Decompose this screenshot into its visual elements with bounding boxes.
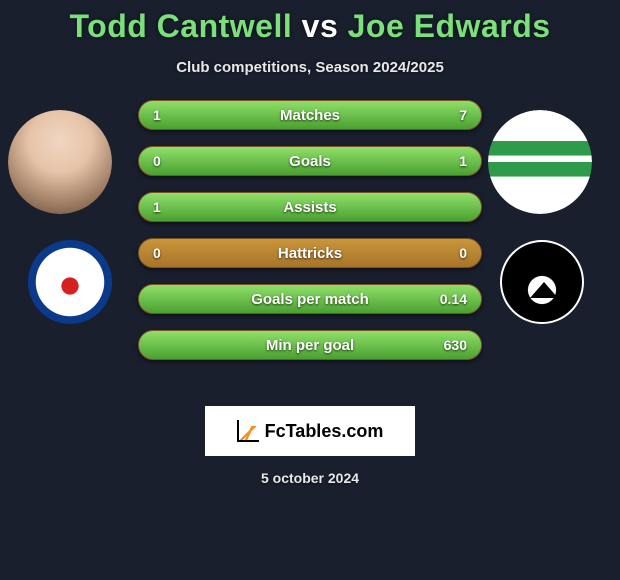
player2-club-badge <box>500 240 584 324</box>
stat-label: Matches <box>280 107 340 124</box>
stat-value-left: 0 <box>153 153 161 169</box>
page-title: Todd Cantwell vs Joe Edwards <box>0 8 620 45</box>
stat-row: 0 Goals 1 <box>138 146 482 176</box>
branding-text: FcTables.com <box>265 421 384 442</box>
date-text: 5 october 2024 <box>0 470 620 486</box>
stat-label: Goals <box>289 153 331 170</box>
stat-label: Min per goal <box>266 337 354 354</box>
player1-avatar <box>8 110 112 214</box>
player1-club-badge <box>28 240 112 324</box>
branding-box: FcTables.com <box>205 406 415 456</box>
blackburn-rovers-badge-icon <box>28 240 112 324</box>
stat-value-left: 1 <box>153 199 161 215</box>
stat-row: 0 Hattricks 0 <box>138 238 482 268</box>
plymouth-badge-icon <box>500 240 584 324</box>
title-vs: vs <box>302 8 339 44</box>
stat-row: Min per goal 630 <box>138 330 482 360</box>
stat-label: Assists <box>283 199 336 216</box>
stat-row: Goals per match 0.14 <box>138 284 482 314</box>
player2-avatar-image <box>488 110 592 214</box>
stat-value-right: 0.14 <box>440 291 467 307</box>
stat-bars: 1 Matches 7 0 Goals 1 1 Assists 0 Hattricks 0 Goals… <box>138 100 482 376</box>
stat-row: 1 Assists <box>138 192 482 222</box>
stat-value-left: 1 <box>153 107 161 123</box>
player1-avatar-image <box>8 110 112 214</box>
stat-value-left: 0 <box>153 245 161 261</box>
comparison-body: 1 Matches 7 0 Goals 1 1 Assists 0 Hattricks 0 Goals… <box>0 110 620 400</box>
stat-value-right: 630 <box>444 337 467 353</box>
player2-avatar <box>488 110 592 214</box>
title-player1: Todd Cantwell <box>69 8 292 44</box>
fctables-logo-icon <box>237 420 259 442</box>
subtitle: Club competitions, Season 2024/2025 <box>0 59 620 76</box>
stat-value-right: 7 <box>459 107 467 123</box>
title-player2: Joe Edwards <box>348 8 551 44</box>
stat-row: 1 Matches 7 <box>138 100 482 130</box>
stat-label: Goals per match <box>251 291 369 308</box>
stat-value-right: 1 <box>459 153 467 169</box>
stat-value-right: 0 <box>459 245 467 261</box>
stat-label: Hattricks <box>278 245 342 262</box>
comparison-infographic: Todd Cantwell vs Joe Edwards Club compet… <box>0 0 620 580</box>
